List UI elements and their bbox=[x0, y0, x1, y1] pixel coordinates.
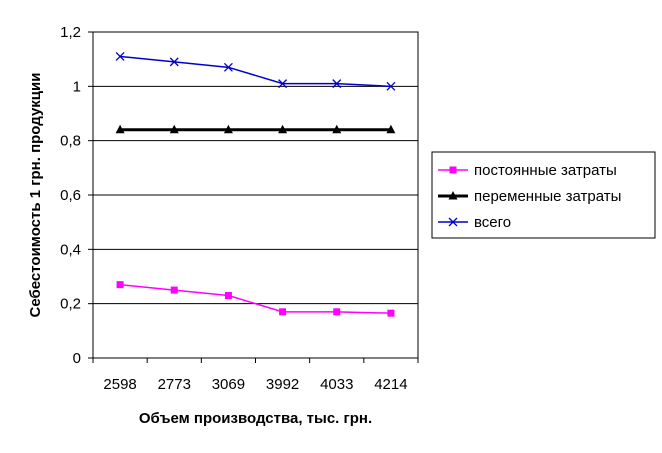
data-point bbox=[387, 309, 395, 317]
y-tick-label: 0,2 bbox=[60, 296, 81, 313]
data-point bbox=[279, 308, 287, 316]
data-point bbox=[169, 57, 179, 67]
legend-label: переменные затраты bbox=[474, 188, 621, 205]
series-line bbox=[120, 55, 391, 88]
data-point bbox=[386, 81, 396, 91]
legend-label: всего bbox=[474, 214, 511, 231]
data-point bbox=[448, 191, 458, 200]
x-axis-ticks: 2598 2773 3069 3992 4033 4214 bbox=[92, 358, 419, 393]
series-triangle bbox=[115, 124, 396, 134]
series-line bbox=[120, 283, 391, 314]
y-tick-label: 0,6 bbox=[60, 187, 81, 204]
data-point bbox=[448, 217, 458, 227]
data-point bbox=[169, 124, 179, 134]
data-point bbox=[116, 281, 124, 289]
y-tick-label: 0,4 bbox=[60, 241, 81, 258]
x-tick-label: 4033 bbox=[320, 376, 353, 393]
series-group bbox=[115, 51, 396, 317]
y-axis-ticks: 0 0,2 0,4 0,6 0,8 1 1,2 bbox=[60, 24, 93, 367]
data-point bbox=[332, 124, 342, 134]
x-tick-label: 4214 bbox=[374, 376, 407, 393]
series-x bbox=[115, 51, 396, 91]
data-point bbox=[115, 51, 125, 61]
y-tick-label: 1,2 bbox=[60, 24, 81, 41]
legend-label: постоянные затраты bbox=[474, 162, 617, 179]
data-point bbox=[115, 124, 125, 134]
x-tick-label: 3992 bbox=[266, 376, 299, 393]
x-axis-title: Объем производства, тыс. грн. bbox=[139, 410, 372, 427]
y-tick-label: 0,8 bbox=[60, 133, 81, 150]
x-tick-label: 2773 bbox=[158, 376, 191, 393]
legend: постоянные затраты переменные затраты всег… bbox=[431, 151, 656, 239]
data-point bbox=[223, 124, 233, 134]
data-point bbox=[449, 166, 457, 174]
legend-item: переменные затраты bbox=[438, 188, 621, 205]
data-point bbox=[278, 124, 288, 134]
data-point bbox=[170, 286, 178, 294]
data-point bbox=[386, 124, 396, 134]
data-point bbox=[278, 79, 288, 89]
x-tick-label: 2598 bbox=[103, 376, 136, 393]
data-point bbox=[332, 79, 342, 89]
y-axis-title: Себестоимость 1 грн. продукции bbox=[27, 73, 44, 318]
legend-item: всего bbox=[438, 214, 511, 231]
y-tick-label: 1 bbox=[73, 78, 81, 95]
data-point bbox=[223, 62, 233, 72]
series-square bbox=[116, 281, 395, 317]
data-point bbox=[333, 308, 341, 316]
data-point bbox=[224, 292, 232, 300]
legend-box bbox=[431, 151, 656, 239]
legend-item: постоянные затраты bbox=[438, 162, 617, 179]
y-tick-label: 0 bbox=[73, 350, 81, 367]
x-tick-label: 3069 bbox=[212, 376, 245, 393]
gridlines bbox=[93, 85, 418, 305]
